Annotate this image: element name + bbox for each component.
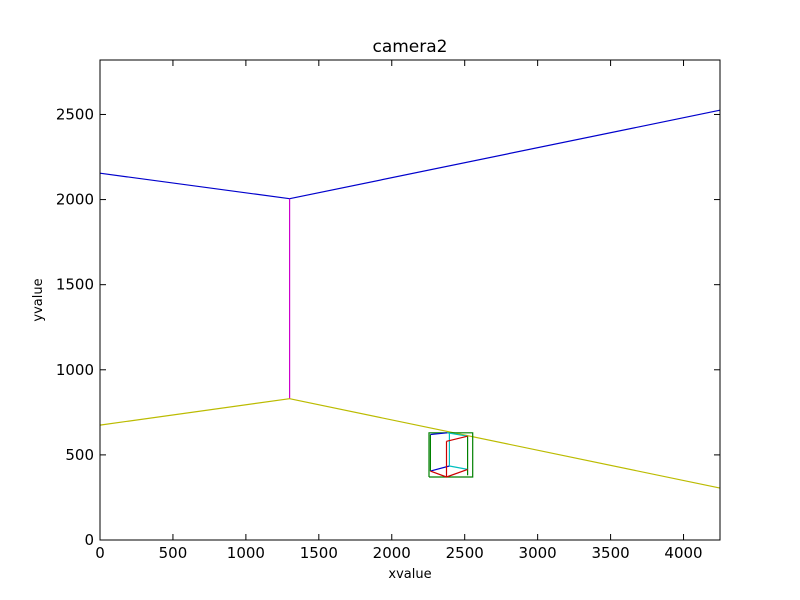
x-tick-label: 500 — [159, 544, 188, 562]
y-tick-label: 2000 — [56, 191, 94, 209]
x-tick-label: 3500 — [591, 544, 629, 562]
series-line-11 — [449, 465, 468, 470]
series-line-1 — [289, 109, 721, 200]
x-tick-label: 3000 — [519, 544, 557, 562]
series-line-4 — [289, 398, 721, 489]
series-line-12 — [447, 432, 468, 437]
y-axis-label: yvalue — [31, 278, 46, 321]
y-tick-label: 500 — [65, 446, 94, 464]
series-line-16 — [446, 435, 468, 442]
x-tick-label: 2000 — [373, 544, 411, 562]
y-tick-label: 0 — [84, 531, 94, 549]
series-line-0 — [99, 172, 290, 200]
y-tick-label: 2500 — [56, 105, 94, 123]
y-axis-ticks: 0 500 1000 1500 2000 2500 — [56, 105, 720, 549]
x-axis-ticks: 0 500 1000 1500 2000 2500 3000 3500 4000 — [95, 60, 703, 562]
series-line-13 — [430, 470, 447, 478]
y-tick-label: 1500 — [56, 276, 94, 294]
plot-area — [99, 109, 721, 489]
plot-frame — [99, 59, 721, 541]
x-tick-label: 4000 — [664, 544, 702, 562]
x-axis-label: xvalue — [388, 567, 431, 582]
series-line-14 — [446, 468, 468, 478]
series-line-3 — [99, 398, 290, 426]
x-tick-label: 0 — [95, 544, 105, 562]
x-tick-label: 2500 — [446, 544, 484, 562]
series-line-5 — [428, 432, 474, 478]
x-tick-label: 1000 — [227, 544, 265, 562]
x-tick-label: 1500 — [300, 544, 338, 562]
series-line-9 — [430, 432, 448, 436]
chart-title: camera2 — [372, 37, 447, 57]
y-tick-label: 1000 — [56, 361, 94, 379]
